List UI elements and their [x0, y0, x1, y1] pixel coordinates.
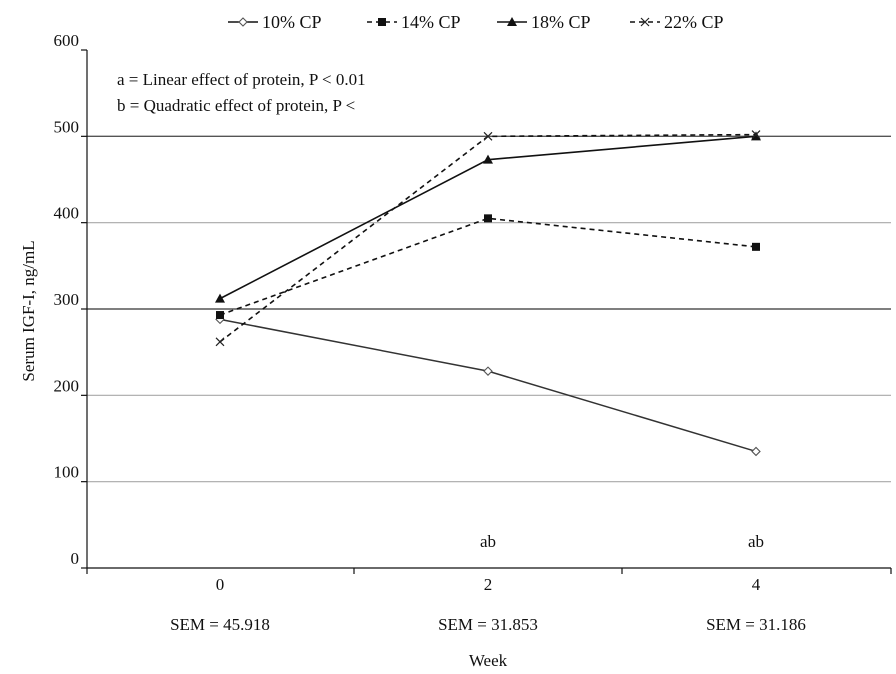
series-line [219, 318, 757, 453]
axes [81, 49, 892, 574]
significance-label: ab [748, 532, 764, 551]
y-tick-label: 0 [71, 549, 80, 568]
data-point [752, 242, 760, 251]
annotation-note-b: b = Quadratic effect of protein, P < [117, 96, 355, 115]
x-tick-labels: 0 2 4 [216, 575, 761, 594]
x-tick-label: 2 [484, 575, 493, 594]
data-point [216, 311, 224, 320]
series-line [219, 217, 757, 316]
y-tick-label: 400 [54, 204, 80, 223]
gridlines [87, 135, 891, 483]
y-tick-label: 100 [54, 463, 80, 482]
data-point [483, 154, 493, 164]
data-point [751, 130, 761, 140]
legend-label: 10% CP [262, 12, 322, 32]
legend-item: 18% CP [497, 12, 591, 32]
series-group [215, 130, 761, 457]
legend-marker [507, 17, 517, 26]
annotation-note-a: a = Linear effect of protein, P < 0.01 [117, 70, 366, 89]
legend-marker [640, 17, 650, 27]
legend-item: 10% CP [228, 12, 322, 32]
y-axis-label: Serum IGF-I, ng/mL [19, 240, 38, 381]
data-point [483, 366, 493, 376]
data-point [215, 337, 225, 347]
x-tick-label: 4 [752, 575, 761, 594]
data-point [215, 293, 225, 303]
legend-marker [238, 17, 248, 27]
x-tick-label: 0 [216, 575, 225, 594]
legend-label: 18% CP [531, 12, 591, 32]
significance-label: ab [480, 532, 496, 551]
sem-label: SEM = 45.918 [170, 615, 270, 634]
sem-label: SEM = 31.186 [706, 615, 806, 634]
y-tick-label: 600 [54, 31, 80, 50]
y-tick-labels: 0 100 200 300 400 500 600 [54, 31, 80, 568]
data-point [483, 131, 493, 141]
y-tick-label: 200 [54, 376, 80, 395]
legend-item: 22% CP [630, 12, 724, 32]
legend-item: 14% CP [367, 12, 461, 32]
series-14-cp [216, 214, 760, 320]
series-10-cp [215, 314, 761, 457]
significance-labels: ab ab [480, 532, 764, 551]
series-18-cp [215, 131, 761, 303]
legend-label: 14% CP [401, 12, 461, 32]
series-line [219, 133, 757, 343]
legend-label: 22% CP [664, 12, 724, 32]
y-tick-label: 500 [54, 117, 80, 136]
legend: 10% CP 14% CP 18% CP 22% CP [228, 12, 724, 32]
legend-marker [378, 18, 386, 26]
x-axis-label: Week [469, 651, 508, 670]
sem-labels: SEM = 45.918 SEM = 31.853 SEM = 31.186 [170, 615, 806, 634]
series-22-cp [215, 130, 761, 347]
data-point [751, 131, 761, 141]
data-point [484, 214, 492, 223]
y-tick-label: 300 [54, 290, 80, 309]
data-point [751, 446, 761, 457]
sem-label: SEM = 31.853 [438, 615, 538, 634]
